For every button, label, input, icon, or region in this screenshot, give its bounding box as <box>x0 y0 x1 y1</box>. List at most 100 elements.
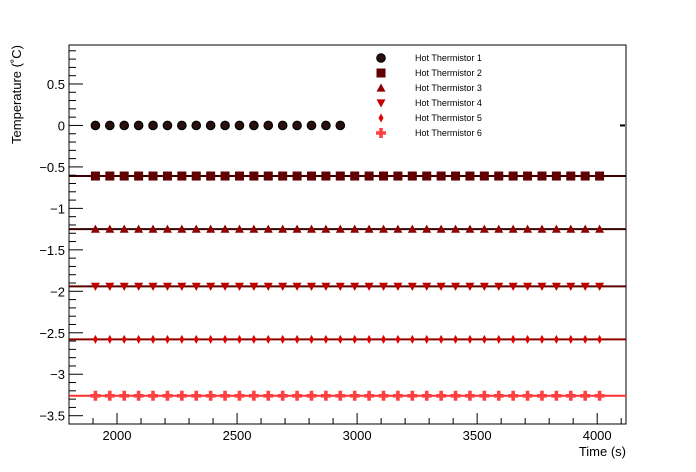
data-point <box>191 224 201 233</box>
data-point <box>205 120 216 131</box>
data-point <box>277 390 288 401</box>
data-point <box>335 171 345 181</box>
data-point <box>323 334 329 344</box>
data-point <box>335 390 346 401</box>
data-point <box>537 282 547 291</box>
legend-label: Hot Thermistor 4 <box>415 98 482 108</box>
data-point <box>335 120 346 131</box>
data-point <box>249 282 259 291</box>
data-point <box>278 171 288 181</box>
data-point <box>494 282 504 291</box>
legend-marker <box>376 68 386 78</box>
data-point <box>364 390 375 401</box>
data-point <box>177 224 187 233</box>
data-point <box>566 171 576 181</box>
x-tick-label: 2500 <box>223 428 252 443</box>
data-point <box>595 224 605 233</box>
data-point <box>422 224 432 233</box>
data-point <box>263 224 273 233</box>
data-point <box>422 171 432 181</box>
data-point <box>553 334 559 344</box>
x-tick-label: 4000 <box>583 428 612 443</box>
data-point <box>292 120 302 131</box>
data-point <box>148 224 158 233</box>
data-point <box>479 224 489 233</box>
data-point <box>148 282 158 291</box>
legend-marker <box>376 99 386 108</box>
data-point <box>580 390 591 401</box>
data-point <box>594 390 605 401</box>
data-point <box>381 334 387 344</box>
data-point <box>479 390 490 401</box>
data-point <box>177 282 187 291</box>
data-point <box>378 390 389 401</box>
legend-marker <box>376 128 387 138</box>
data-point <box>551 282 561 291</box>
data-point <box>162 171 172 181</box>
y-tick-label: 0 <box>58 118 65 133</box>
data-point <box>263 282 273 291</box>
data-point <box>191 390 202 401</box>
data-point <box>119 224 129 233</box>
data-point <box>494 224 504 233</box>
data-point <box>220 390 231 401</box>
data-point <box>148 390 159 401</box>
data-point <box>537 224 547 233</box>
data-point <box>379 282 389 291</box>
data-point <box>220 282 230 291</box>
data-point <box>162 224 172 233</box>
data-point <box>508 224 518 233</box>
data-point <box>424 334 430 344</box>
data-point <box>234 120 245 131</box>
data-point <box>379 224 389 233</box>
data-point <box>350 171 360 181</box>
data-point <box>162 390 173 401</box>
y-tick-label: −0.5 <box>39 160 65 175</box>
data-point <box>191 282 201 291</box>
data-point <box>205 390 216 401</box>
data-point <box>176 390 187 401</box>
data-point <box>436 224 446 233</box>
data-point <box>294 334 300 344</box>
data-point <box>453 334 459 344</box>
x-tick-label: 3500 <box>463 428 492 443</box>
data-point <box>508 282 518 291</box>
data-point <box>292 282 302 291</box>
data-point <box>551 390 562 401</box>
data-point <box>321 171 331 181</box>
data-point <box>465 282 475 291</box>
data-point <box>496 334 502 344</box>
y-axis-title: Temperature (˚C) <box>9 45 24 144</box>
data-point <box>236 334 242 344</box>
data-point <box>251 334 257 344</box>
data-point <box>90 224 100 233</box>
data-point <box>393 282 403 291</box>
data-point <box>481 334 487 344</box>
data-point <box>321 224 331 233</box>
x-tick-label: 2000 <box>103 428 132 443</box>
data-point <box>595 171 605 181</box>
data-point <box>177 171 187 181</box>
data-point <box>597 334 603 344</box>
fit-lines <box>69 124 626 397</box>
data-point <box>494 171 504 181</box>
data-point <box>133 390 144 401</box>
data-point <box>249 224 259 233</box>
data-point <box>92 334 98 344</box>
data-point <box>249 171 259 181</box>
data-point <box>177 120 187 131</box>
data-point <box>105 282 115 291</box>
data-point <box>263 120 274 131</box>
data-point <box>119 120 130 131</box>
data-point <box>536 390 547 401</box>
data-point <box>133 120 144 131</box>
data-point <box>220 224 230 233</box>
data-point <box>350 224 360 233</box>
data-point <box>479 171 489 181</box>
data-point <box>206 224 216 233</box>
data-point <box>523 224 533 233</box>
y-tick-label: −1.5 <box>39 243 65 258</box>
data-point <box>193 334 199 344</box>
data-point <box>234 282 244 291</box>
data-point <box>349 390 360 401</box>
